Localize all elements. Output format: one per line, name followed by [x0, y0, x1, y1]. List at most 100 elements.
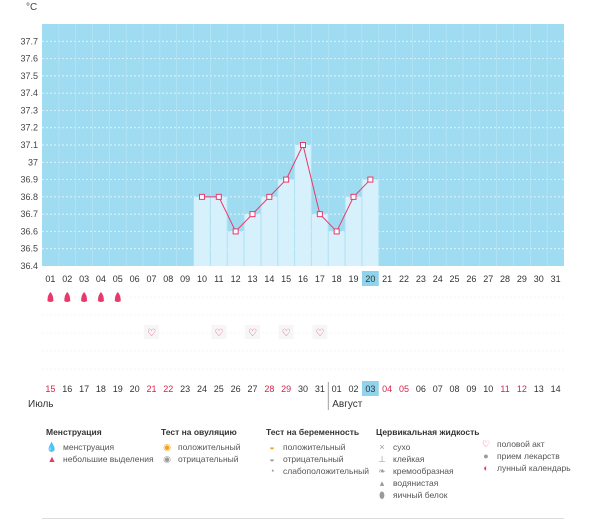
blood-drop-icon	[64, 292, 71, 302]
temperature-point	[333, 228, 340, 235]
day-label: 20	[365, 274, 375, 284]
y-tick-label: 37.7	[20, 36, 38, 46]
legend-label: положительный	[178, 442, 241, 452]
day-label: 23	[416, 274, 426, 284]
cycle-day-label: 18	[96, 384, 106, 394]
legend-label: кремообразная	[393, 466, 454, 476]
cycle-day-label: 25	[214, 384, 224, 394]
legend-label: лунный календарь	[497, 463, 571, 473]
day-label: 24	[433, 274, 443, 284]
moon-icon: ◐	[483, 463, 489, 473]
cycle-day-label: 28	[264, 384, 274, 394]
temperature-point	[249, 211, 256, 218]
legend-label: водянистая	[393, 478, 439, 488]
month-label: Июль	[28, 399, 54, 410]
legend-label: отрицательный	[178, 454, 239, 464]
heart-cell	[278, 325, 294, 339]
day-label: 13	[247, 274, 257, 284]
temperature-bar	[194, 196, 210, 266]
legend-item: ▴ водянистая	[376, 477, 479, 489]
legend-item: ❧ кремообразная	[376, 465, 479, 477]
cycle-day-label: 26	[231, 384, 241, 394]
day-label: 05	[113, 274, 123, 284]
y-tick-label: 37.1	[20, 140, 38, 150]
legend-label: яичный белок	[393, 490, 448, 500]
legend-title: Цервикальная жидкость	[376, 427, 480, 437]
sticky-icon: ⊥	[378, 454, 386, 464]
day-label: 29	[517, 274, 527, 284]
negative-test-icon: ◉	[163, 454, 171, 464]
day-label: 03	[79, 274, 89, 284]
y-tick-label: 36.9	[20, 175, 38, 185]
blood-drop-icon	[114, 292, 121, 302]
day-label: 01	[45, 274, 55, 284]
cycle-day-label: 27	[247, 384, 257, 394]
heart-cell	[211, 325, 227, 339]
cycle-day-label: 14	[551, 384, 561, 394]
heart-icon: ♡	[481, 439, 491, 449]
y-tick-label: 36.4	[20, 261, 38, 271]
temperature-point	[283, 176, 290, 183]
legend-item: ▲ небольшие выделения	[46, 453, 154, 465]
temperature-bar	[345, 196, 362, 266]
day-label: 26	[466, 274, 476, 284]
day-label: 14	[264, 274, 274, 284]
y-tick-label: 36.5	[20, 244, 38, 254]
heart-icon: ♡	[282, 328, 291, 339]
legend-label: половой акт	[497, 439, 545, 449]
day-label: 11	[214, 274, 223, 284]
legend-label: сухо	[393, 442, 411, 452]
temperature-bar	[362, 179, 379, 266]
day-label: 10	[197, 274, 207, 284]
cycle-day-label: 19	[113, 384, 123, 394]
y-tick-label: 37	[28, 157, 38, 167]
legend-label: отрицательный	[283, 454, 344, 464]
watery-icon: ▴	[379, 478, 385, 488]
y-tick-label: 37.3	[20, 105, 38, 115]
weak-positive-test-icon: ◔	[269, 466, 275, 476]
legend-item: ● прием лекарств	[480, 450, 571, 462]
legend-item: ⊥ клейкая	[376, 453, 479, 465]
dry-icon: ×	[379, 442, 385, 452]
day-label: 15	[281, 274, 291, 284]
legend-item: ◒ отрицательный	[266, 453, 369, 465]
day-label: 30	[534, 274, 544, 284]
temperature-bar	[278, 179, 295, 266]
cycle-day-label: 07	[433, 384, 443, 394]
legend-label: положительный	[283, 442, 346, 452]
cycle-day-label: 21	[146, 384, 156, 394]
y-tick-label: 36.8	[20, 192, 38, 202]
day-label: 06	[130, 274, 140, 284]
cycle-day-label: 20	[130, 384, 140, 394]
heart-cell	[312, 325, 328, 339]
day-label: 22	[399, 274, 409, 284]
legend-label: небольшие выделения	[63, 454, 154, 464]
day-label: 16	[298, 274, 308, 284]
blood-drop-icon	[97, 292, 104, 302]
day-label: 18	[332, 274, 342, 284]
heart-icon: ♡	[248, 328, 257, 339]
cycle-day-label: 16	[62, 384, 72, 394]
pill-icon: ●	[483, 451, 489, 461]
heart-icon: ♡	[214, 328, 223, 339]
legend-label: клейкая	[393, 454, 425, 464]
legend-item: ◔ слабоположительный	[266, 465, 369, 477]
cycle-day-label: 15	[45, 384, 55, 394]
y-tick-label: 37.2	[20, 123, 38, 133]
cycle-day-label: 11	[500, 384, 509, 394]
day-label: 21	[382, 274, 392, 284]
day-label: 25	[450, 274, 460, 284]
cycle-day-label: 24	[197, 384, 207, 394]
day-label: 02	[62, 274, 72, 284]
temperature-bar	[328, 231, 345, 266]
temperature-point	[350, 193, 357, 200]
temperature-point	[232, 228, 239, 235]
legend-item: × сухо	[376, 441, 479, 453]
heart-icon: ♡	[147, 328, 156, 339]
day-label: 07	[146, 274, 156, 284]
positive-test-icon: ◒	[269, 442, 275, 452]
legend-menstruation: Менструация 💧 менструация ▲ небольшие выде…	[46, 427, 154, 465]
month-label: Август	[332, 399, 363, 410]
legend-item: ◐ лунный календарь	[480, 462, 571, 474]
negative-test-icon: ◒	[269, 454, 275, 464]
